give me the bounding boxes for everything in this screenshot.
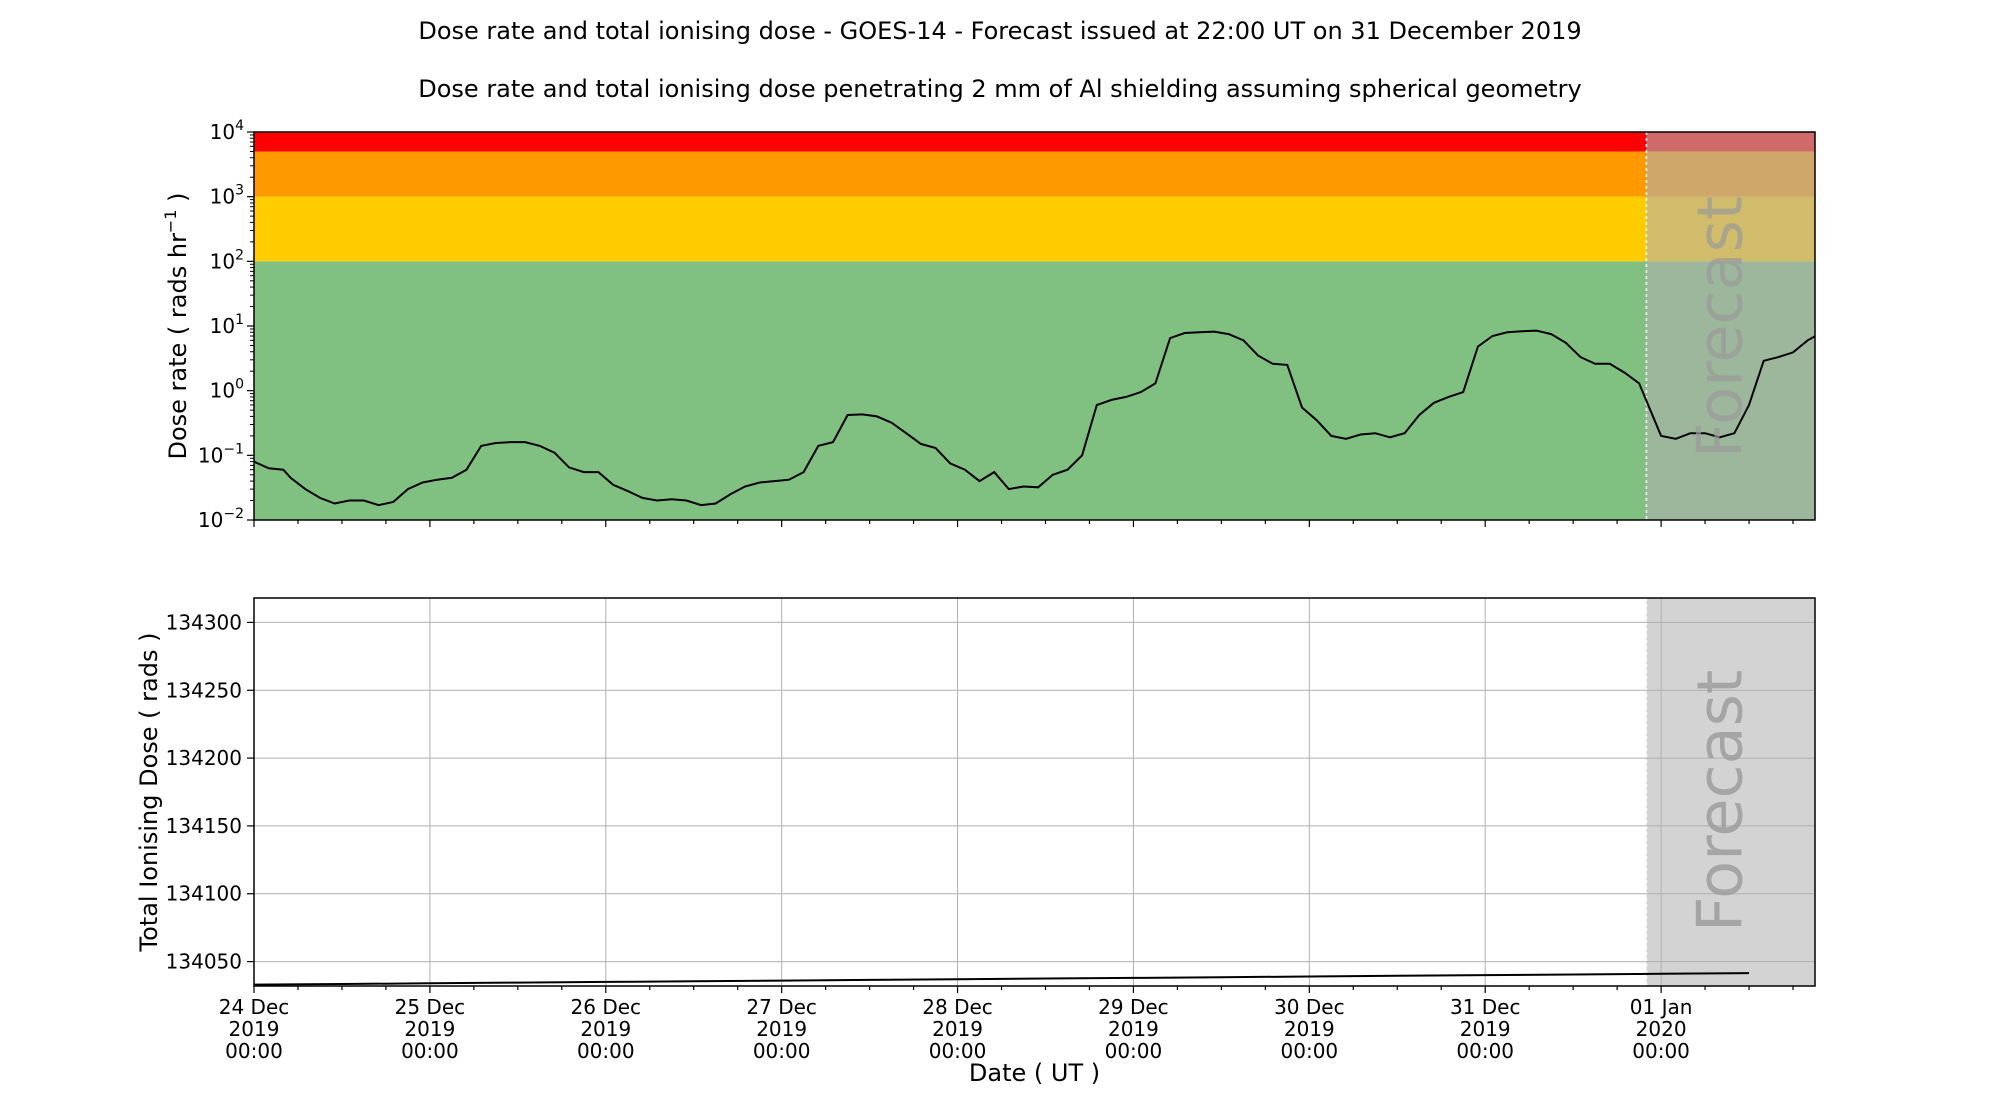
forecast-watermark-top: Forecast: [1683, 196, 1756, 458]
x-tick-label: 28 Dec 2019 00:00: [922, 995, 993, 1063]
y-tick-label-top: 100: [210, 377, 244, 403]
y-tick-label-top: 101: [210, 312, 244, 338]
axes-frame-bottom: [253, 597, 1816, 987]
y-tick-label-bottom: 134050: [166, 950, 242, 974]
band-red: [254, 132, 1815, 152]
y-axis-label-top: Dose rate ( rads hr−1 ): [161, 192, 192, 459]
y-axis-label-bottom: Total Ionising Dose ( rads ): [135, 633, 163, 953]
y-tick-label-top: 102: [210, 247, 244, 273]
y-tick-label-bottom: 134150: [166, 814, 242, 838]
y-tick-label-bottom: 134300: [166, 610, 242, 634]
x-tick-label: 24 Dec 2019 00:00: [219, 995, 290, 1063]
forecast-watermark-bottom: Forecast: [1683, 670, 1756, 932]
x-tick-label: 25 Dec 2019 00:00: [395, 995, 466, 1063]
band-orange: [254, 151, 1815, 197]
y-tick-label-bottom: 134200: [166, 746, 242, 770]
total-dose-line: [254, 972, 1750, 986]
band-green: [254, 261, 1815, 520]
x-tick-label: 29 Dec 2019 00:00: [1098, 995, 1169, 1063]
y-tick-label-bottom: 134250: [166, 678, 242, 702]
axes-frame-top: [253, 131, 1816, 521]
band-yellow: [254, 196, 1815, 262]
forecast-region-top: [1646, 132, 1815, 520]
x-tick-label: 01 Jan 2020 00:00: [1630, 995, 1693, 1063]
y-tick-label-top: 10−2: [198, 506, 244, 532]
y-tick-label-bottom: 134100: [166, 882, 242, 906]
x-tick-label: 26 Dec 2019 00:00: [571, 995, 642, 1063]
x-tick-label: 31 Dec 2019 00:00: [1450, 995, 1521, 1063]
y-tick-label-top: 103: [210, 183, 244, 209]
y-tick-label-top: 104: [210, 118, 244, 144]
chart-subtitle: Dose rate and total ionising dose penetr…: [418, 75, 1582, 103]
y-tick-label-top: 10−1: [198, 441, 244, 467]
forecast-region-bottom: [1646, 598, 1815, 986]
x-tick-label: 27 Dec 2019 00:00: [746, 995, 817, 1063]
x-axis-label: Date ( UT ): [969, 1059, 1100, 1087]
chart-title: Dose rate and total ionising dose - GOES…: [418, 17, 1582, 45]
x-tick-label: 30 Dec 2019 00:00: [1274, 995, 1345, 1063]
dose-rate-line: [254, 329, 1815, 507]
